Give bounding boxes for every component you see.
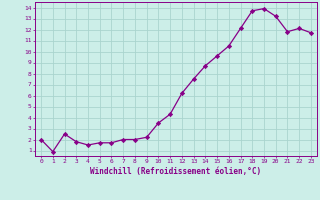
X-axis label: Windchill (Refroidissement éolien,°C): Windchill (Refroidissement éolien,°C) <box>91 167 261 176</box>
